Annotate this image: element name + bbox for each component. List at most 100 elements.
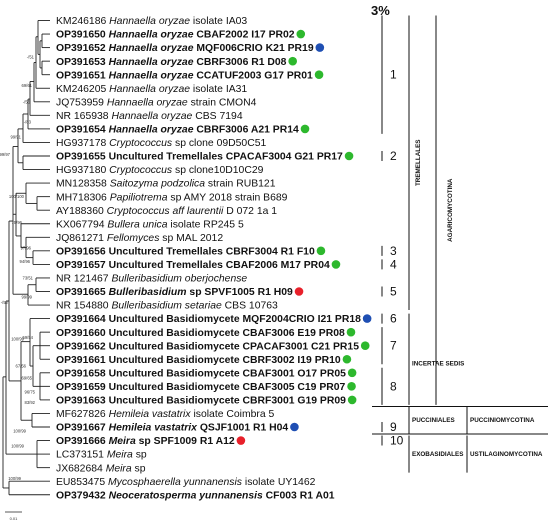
taxon-label: OP391655 Uncultured Tremellales CPACAF30… bbox=[56, 152, 343, 163]
support-value: 75/96 bbox=[12, 220, 23, 225]
clade-number-8: 8 bbox=[390, 379, 397, 393]
taxon-label: OP391658 Uncultured Basidiomycete CBAF30… bbox=[56, 368, 346, 379]
taxon-label: OP391665 Bulleribasidium sp SPVF1005 R1 … bbox=[56, 287, 293, 298]
clade-number-1: 1 bbox=[390, 68, 397, 82]
sample-dot-green bbox=[296, 29, 306, 39]
taxon-label: OP391667 Hemileia vastatrix QSJF1001 R1 … bbox=[56, 423, 288, 434]
taxon-label: JQ861271 Fellomyces sp MAL 2012 bbox=[56, 233, 223, 244]
sample-dot-green bbox=[342, 354, 352, 364]
taxon-label: OP391656 Uncultured Tremellales CBRF3004… bbox=[56, 246, 315, 257]
taxon-label: KM246186 Hannaella oryzae isolate IA03 bbox=[56, 16, 247, 27]
support-value: -/56 bbox=[23, 99, 31, 104]
sample-dot-red bbox=[294, 287, 304, 296]
support-value: -/83 bbox=[24, 120, 32, 125]
support-value: 73/51 bbox=[23, 275, 34, 280]
support-value: 69/61 bbox=[22, 83, 33, 88]
support-value: 96/75 bbox=[25, 389, 36, 394]
support-value: 100/100 bbox=[9, 194, 25, 199]
taxon-label: LC373151 Meira sp bbox=[56, 450, 147, 461]
taxon-label: OP391651 Hannaella oryzae CCATUF2003 G17… bbox=[56, 70, 313, 81]
sample-dot-green bbox=[314, 70, 324, 79]
support-value: 100/99 bbox=[8, 476, 21, 481]
taxon-label: KX067794 Bullera unica isolate RP245 5 bbox=[56, 219, 244, 230]
sample-dot-blue bbox=[290, 422, 299, 432]
sample-dot-green bbox=[360, 341, 370, 351]
clade-number-2: 2 bbox=[390, 149, 397, 163]
sample-dot-green bbox=[331, 260, 341, 269]
tremellales-label: TREMELLALES bbox=[415, 140, 422, 187]
pucciniales-label: PUCCINIALES bbox=[412, 417, 455, 424]
taxon-label: MH718306 Papiliotrema sp AMY 2018 strain… bbox=[56, 192, 288, 203]
clade-number-6: 6 bbox=[390, 312, 397, 326]
exobasidiales-label: EXOBASIDIALES bbox=[412, 451, 463, 458]
clade-number-7: 7 bbox=[390, 339, 397, 353]
pucciniomycotina-label: PUCCINIOMYCOTINA bbox=[470, 417, 535, 424]
sample-dot-green bbox=[347, 382, 356, 391]
taxon-label: OP391663 Uncultured Basidiomycete CBRF30… bbox=[56, 396, 346, 407]
support-value: 94/96 bbox=[20, 259, 31, 264]
taxon-label: NR 165938 Hannaella oryzae CBS 7194 bbox=[56, 111, 243, 122]
taxon-label: OP391650 Hannaella oryzae CBAF2002 I17 P… bbox=[56, 30, 295, 41]
support-value: 69/65 bbox=[22, 376, 33, 381]
taxon-label: NR 121467 Bulleribasidium oberjochense bbox=[56, 274, 247, 285]
taxon-label: JQ753959 Hannaella oryzae strain CMON4 bbox=[56, 97, 257, 108]
sample-dot-green bbox=[347, 368, 357, 378]
sample-dot-green bbox=[346, 327, 356, 337]
clade-number-10: 10 bbox=[390, 434, 404, 448]
sample-dot-green bbox=[347, 395, 357, 405]
taxon-label: EU853475 Mycosphaerella yunnanensis isol… bbox=[56, 477, 316, 488]
sample-dot-blue bbox=[362, 314, 372, 323]
taxon-label: JX682684 Meira sp bbox=[56, 463, 146, 474]
clade-number-4: 4 bbox=[390, 257, 397, 271]
sample-dot-green bbox=[316, 246, 326, 256]
sample-dot-green bbox=[288, 56, 297, 66]
scale-bar: 0.01 bbox=[5, 511, 22, 521]
support-value: 100/99 bbox=[11, 336, 24, 341]
sample-dot-red bbox=[236, 436, 246, 445]
taxon-label: OP391652 Hannaella oryzae MQF006CRIO K21… bbox=[56, 43, 314, 54]
support-value: 67/56 bbox=[16, 364, 27, 369]
taxon-label: OP391661 Uncultured Basidiomycete CBRF30… bbox=[56, 355, 341, 366]
taxon-label: OP391662 Uncultured Basidiomycete CPACAF… bbox=[56, 341, 359, 352]
support-value: -/52 bbox=[1, 300, 9, 305]
rank-brackets: TREMELLALES AGARICOMYCOTINA INCERTAE SEDIS… bbox=[372, 15, 548, 473]
sample-dot-green bbox=[300, 124, 310, 134]
taxon-label: OP391660 Uncultured Basidiomycete CBAF30… bbox=[56, 328, 345, 339]
taxon-label: HG937180 Cryptococcus sp clone10D10C29 bbox=[56, 165, 264, 176]
scale-bar-label: 0.01 bbox=[10, 516, 19, 521]
ustilaginomycotina-label: USTILAGINOMYCOTINA bbox=[470, 451, 543, 458]
sample-dot-blue bbox=[315, 43, 325, 52]
taxon-label: OP391654 Hannaella oryzae CBRF3006 A21 P… bbox=[56, 125, 299, 136]
support-value: 100/99 bbox=[11, 443, 24, 448]
incertae-sedis-label: INCERTAE SEDIS bbox=[412, 360, 464, 367]
taxon-label: OP391666 Meira sp SPF1009 R1 A12 bbox=[56, 436, 235, 447]
taxon-label: NR 154880 Bulleribasidium setariae CBS 1… bbox=[56, 301, 278, 312]
taxon-label: OP379432 Neoceratosperma yunnanensis CF0… bbox=[56, 490, 335, 501]
support-value: 99/91 bbox=[11, 135, 22, 140]
clade-brackets: 1 2 34 5 6 7 8 910 bbox=[381, 15, 404, 448]
clade-number-5: 5 bbox=[390, 285, 397, 299]
sample-dot-green bbox=[344, 151, 354, 161]
support-values: -/51 69/61 -/56 -/83 99/91 99/97 100/100 75/96 9… bbox=[0, 55, 36, 481]
taxon-labels: KM246186 Hannaella oryzae isolate IA03 OP… bbox=[56, 16, 372, 501]
support-value: 100/99 bbox=[13, 429, 26, 434]
tree-branches bbox=[2, 20, 50, 496]
taxon-label: MN128358 Saitozyma podzolica strain RUB1… bbox=[56, 179, 276, 190]
support-value: 97/96 bbox=[21, 246, 32, 251]
taxon-label: KM246205 Hannaella oryzae isolate IA31 bbox=[56, 84, 247, 95]
taxon-label: AY188360 Cryptococcus aff laurentii D 07… bbox=[56, 206, 277, 217]
support-value: 99/99 bbox=[22, 294, 33, 299]
agaricomycotina-label: AGARICOMYCOTINA bbox=[447, 178, 454, 242]
header-label: 3% bbox=[371, 3, 390, 18]
taxon-label: OP391657 Uncultured Tremellales CBAF2006… bbox=[56, 260, 330, 271]
clade-number-9: 9 bbox=[390, 420, 397, 434]
clade-number-3: 3 bbox=[390, 244, 397, 258]
support-value: 83/92 bbox=[25, 400, 36, 405]
taxon-label: OP391653 Hannaella oryzae CBRF3006 R1 D0… bbox=[56, 57, 287, 68]
taxon-label: HG937178 Cryptococcus sp clone 09D50C51 bbox=[56, 138, 266, 149]
support-value: -/51 bbox=[27, 55, 35, 60]
support-value: 99/97 bbox=[0, 152, 11, 157]
taxon-label: MF627826 Hemileia vastatrix isolate Coim… bbox=[56, 409, 275, 420]
taxon-label: OP391664 Uncultured Basidiomycete MQF200… bbox=[56, 314, 361, 325]
support-value: 59/54 bbox=[23, 335, 34, 340]
